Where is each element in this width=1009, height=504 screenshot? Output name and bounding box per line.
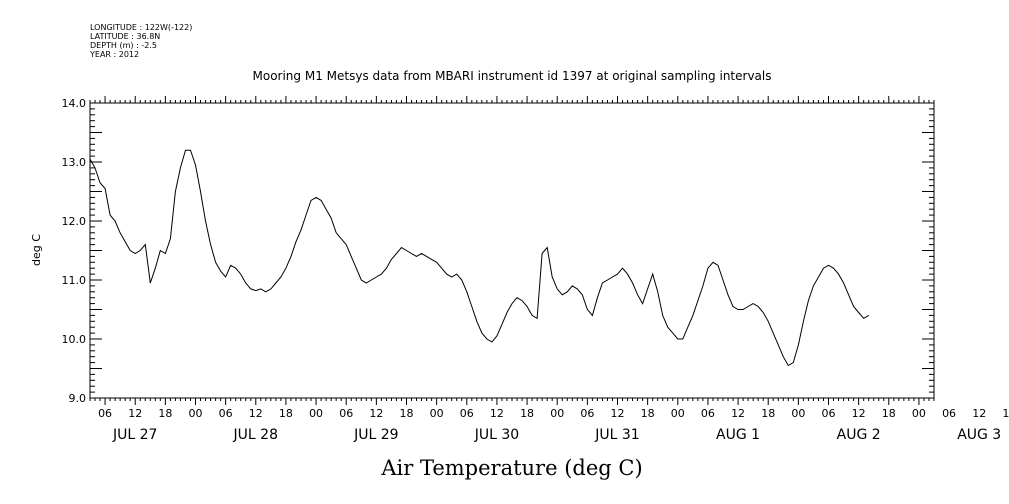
x-tick-label: 00 <box>671 407 685 420</box>
plot-axes <box>89 102 935 399</box>
day-label: JUL 30 <box>474 427 519 443</box>
x-tick-label: 06 <box>460 407 474 420</box>
x-tick-label: 18 <box>400 407 414 420</box>
year-text: YEAR : 2012 <box>89 50 139 59</box>
series-layer <box>89 149 869 367</box>
x-tick-label: 06 <box>580 407 594 420</box>
x-tick-label: 18 <box>641 407 655 420</box>
day-label: AUG 2 <box>837 427 881 443</box>
x-tick-label: 18 <box>761 407 775 420</box>
x-tick-label: 00 <box>791 407 805 420</box>
plot-frame <box>89 102 935 399</box>
x-axis-label: Air Temperature (deg C) <box>380 456 642 480</box>
temperature-series-line <box>89 149 869 367</box>
x-tick-label: 12 <box>611 407 625 420</box>
x-axis-ticks: 06 12 18 00 06 12 18 00 06 12 18 00 06 12 18 00 06 12 18 00… <box>89 96 1009 443</box>
x-tick-label: 12 <box>852 407 866 420</box>
x-tick-label: 00 <box>189 407 203 420</box>
depth-text: DEPTH (m) : -2.5 <box>90 41 157 50</box>
x-tick-label: 00 <box>550 407 564 420</box>
y-tick-label: 14.0 <box>62 97 87 110</box>
y-tick-label: 11.0 <box>62 274 87 287</box>
y-tick-label: 10.0 <box>62 333 87 346</box>
x-tick-label: 12 <box>249 407 263 420</box>
y-tick-label: 9.0 <box>69 392 87 405</box>
y-tick-label: 12.0 <box>62 215 87 228</box>
x-tick-label: 06 <box>942 407 956 420</box>
x-tick-label: 12 <box>972 407 986 420</box>
x-tick-label: 12 <box>369 407 383 420</box>
x-tick-label: 06 <box>339 407 353 420</box>
x-tick-label: 06 <box>822 407 836 420</box>
x-tick-label: 18 <box>279 407 293 420</box>
day-label: JUL 29 <box>353 427 398 443</box>
x-tick-label: 18 <box>1002 407 1009 420</box>
day-label: AUG 1 <box>716 427 760 443</box>
longitude-text: LONGITUDE : 122W(-122) <box>90 23 192 32</box>
x-tick-label: 18 <box>882 407 896 420</box>
latitude-text: LATITUDE : 36.8N <box>90 32 160 41</box>
x-tick-label: 12 <box>490 407 504 420</box>
day-label: AUG 3 <box>957 427 1001 443</box>
day-label: JUL 28 <box>233 427 278 443</box>
x-tick-label: 18 <box>520 407 534 420</box>
x-tick-label: 00 <box>309 407 323 420</box>
chart-title: Mooring M1 Metsys data from MBARI instru… <box>253 69 772 83</box>
x-tick-label: 12 <box>731 407 745 420</box>
y-axis-ticks: 9.0 10.0 11.0 12.0 13.0 14.0 <box>62 97 934 405</box>
day-label: JUL 31 <box>594 427 639 443</box>
x-tick-label: 06 <box>701 407 715 420</box>
x-tick-label: 18 <box>158 407 172 420</box>
x-tick-label: 06 <box>219 407 233 420</box>
x-tick-label: 00 <box>912 407 926 420</box>
y-tick-label: 13.0 <box>62 156 87 169</box>
x-tick-label: 06 <box>98 407 112 420</box>
x-tick-label: 12 <box>128 407 142 420</box>
y-axis-label: deg C <box>30 234 43 266</box>
x-tick-label: 00 <box>430 407 444 420</box>
day-label: JUL 27 <box>112 427 157 443</box>
